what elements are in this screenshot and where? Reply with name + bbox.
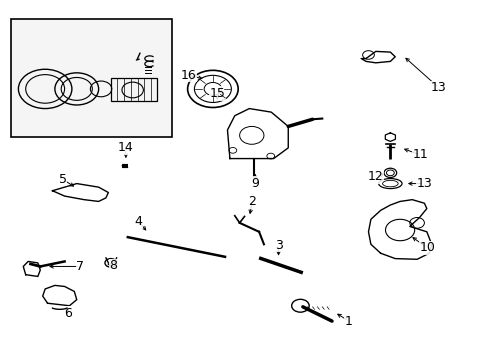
- Text: 13: 13: [430, 81, 446, 94]
- Text: 14: 14: [118, 141, 133, 154]
- Text: 3: 3: [274, 239, 282, 252]
- Text: 2: 2: [248, 195, 256, 208]
- Text: 12: 12: [367, 170, 383, 183]
- Bar: [111, 78, 157, 102]
- Text: 11: 11: [412, 148, 427, 162]
- Text: 16: 16: [180, 69, 196, 82]
- Text: 15: 15: [209, 87, 225, 100]
- Bar: [11, 19, 171, 137]
- Text: 6: 6: [64, 307, 72, 320]
- Text: 10: 10: [419, 241, 434, 255]
- Text: 7: 7: [76, 260, 84, 273]
- Text: 13: 13: [416, 177, 431, 190]
- Text: 8: 8: [109, 259, 117, 272]
- Text: 9: 9: [251, 177, 259, 190]
- Text: 1: 1: [345, 315, 352, 328]
- Text: 5: 5: [59, 173, 66, 186]
- Text: 4: 4: [134, 215, 142, 228]
